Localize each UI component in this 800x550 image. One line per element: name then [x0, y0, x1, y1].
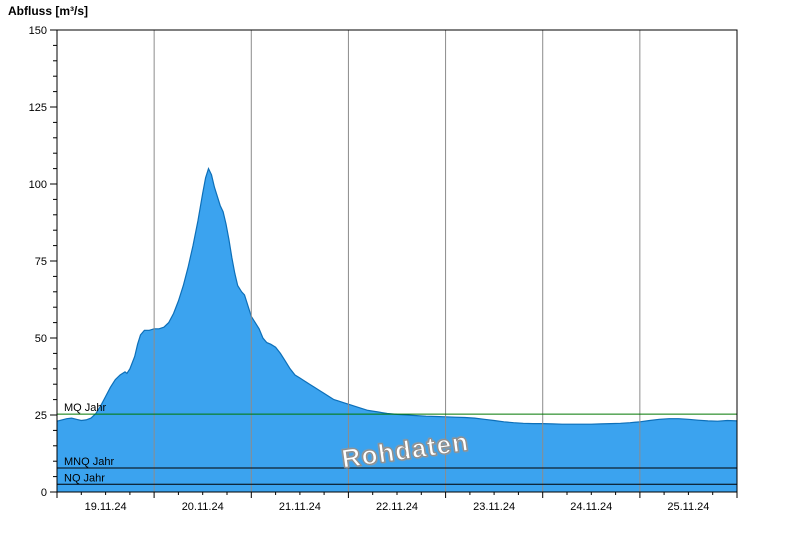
x-day-label: 25.11.24 — [667, 501, 709, 513]
x-day-label: 21.11.24 — [279, 501, 321, 513]
discharge-area — [57, 168, 737, 492]
y-tick-label: 50 — [35, 333, 47, 345]
x-day-label: 22.11.24 — [376, 501, 418, 513]
y-tick-label: 75 — [35, 256, 47, 268]
y-axis-title: Abfluss [m³/s] — [8, 4, 89, 18]
y-tick-label: 0 — [41, 487, 47, 499]
x-day-label: 19.11.24 — [85, 501, 127, 513]
x-day-label: 24.11.24 — [570, 501, 612, 513]
y-tick-label: 100 — [29, 179, 47, 191]
y-tick-label: 125 — [29, 102, 47, 114]
ref-label-mq-jahr: MQ Jahr — [64, 402, 107, 414]
y-tick-label: 25 — [35, 410, 47, 422]
ref-label-mnq-jahr: MNQ Jahr — [64, 456, 114, 468]
x-day-label: 23.11.24 — [473, 501, 515, 513]
plot-frame — [56, 29, 738, 493]
y-tick-label: 150 — [29, 25, 47, 37]
discharge-line — [56, 166, 738, 425]
x-day-label: 20.11.24 — [182, 501, 224, 513]
ref-label-nq-jahr: NQ Jahr — [64, 472, 105, 484]
